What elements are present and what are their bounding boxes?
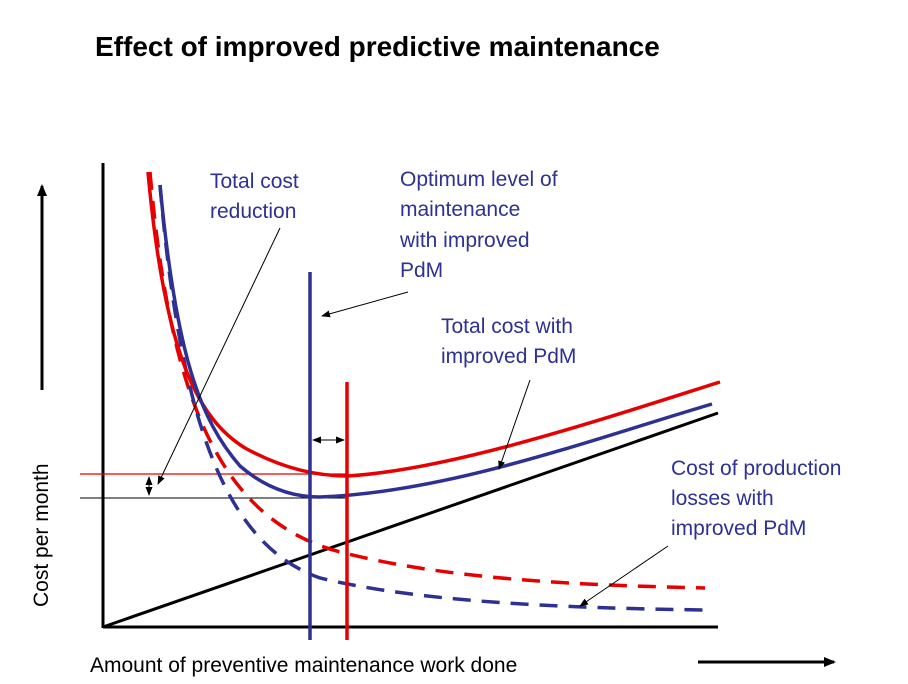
maintenance-cost-line <box>102 411 719 629</box>
total-cost-improved-leader <box>498 379 531 470</box>
optimum-level-label: Optimum level of maintenance with improv… <box>399 168 563 282</box>
total-cost-improved-label: Total cost with improved PdM <box>441 315 579 368</box>
production-losses-improved-label: Cost of production losses with improved … <box>671 457 847 540</box>
y-axis-label: Cost per month <box>30 463 53 607</box>
optimum-level-leader <box>321 291 409 318</box>
x-axis-label: Amount of preventive maintenance work do… <box>90 654 517 677</box>
production-losses-leader <box>579 545 669 607</box>
total-cost-reduction-label: Total cost reduction <box>210 170 305 223</box>
diagram-title: Effect of improved predictive maintenanc… <box>95 31 660 62</box>
total-cost-reduction-leader <box>157 227 281 485</box>
total-cost-curve-improved <box>158 184 713 499</box>
